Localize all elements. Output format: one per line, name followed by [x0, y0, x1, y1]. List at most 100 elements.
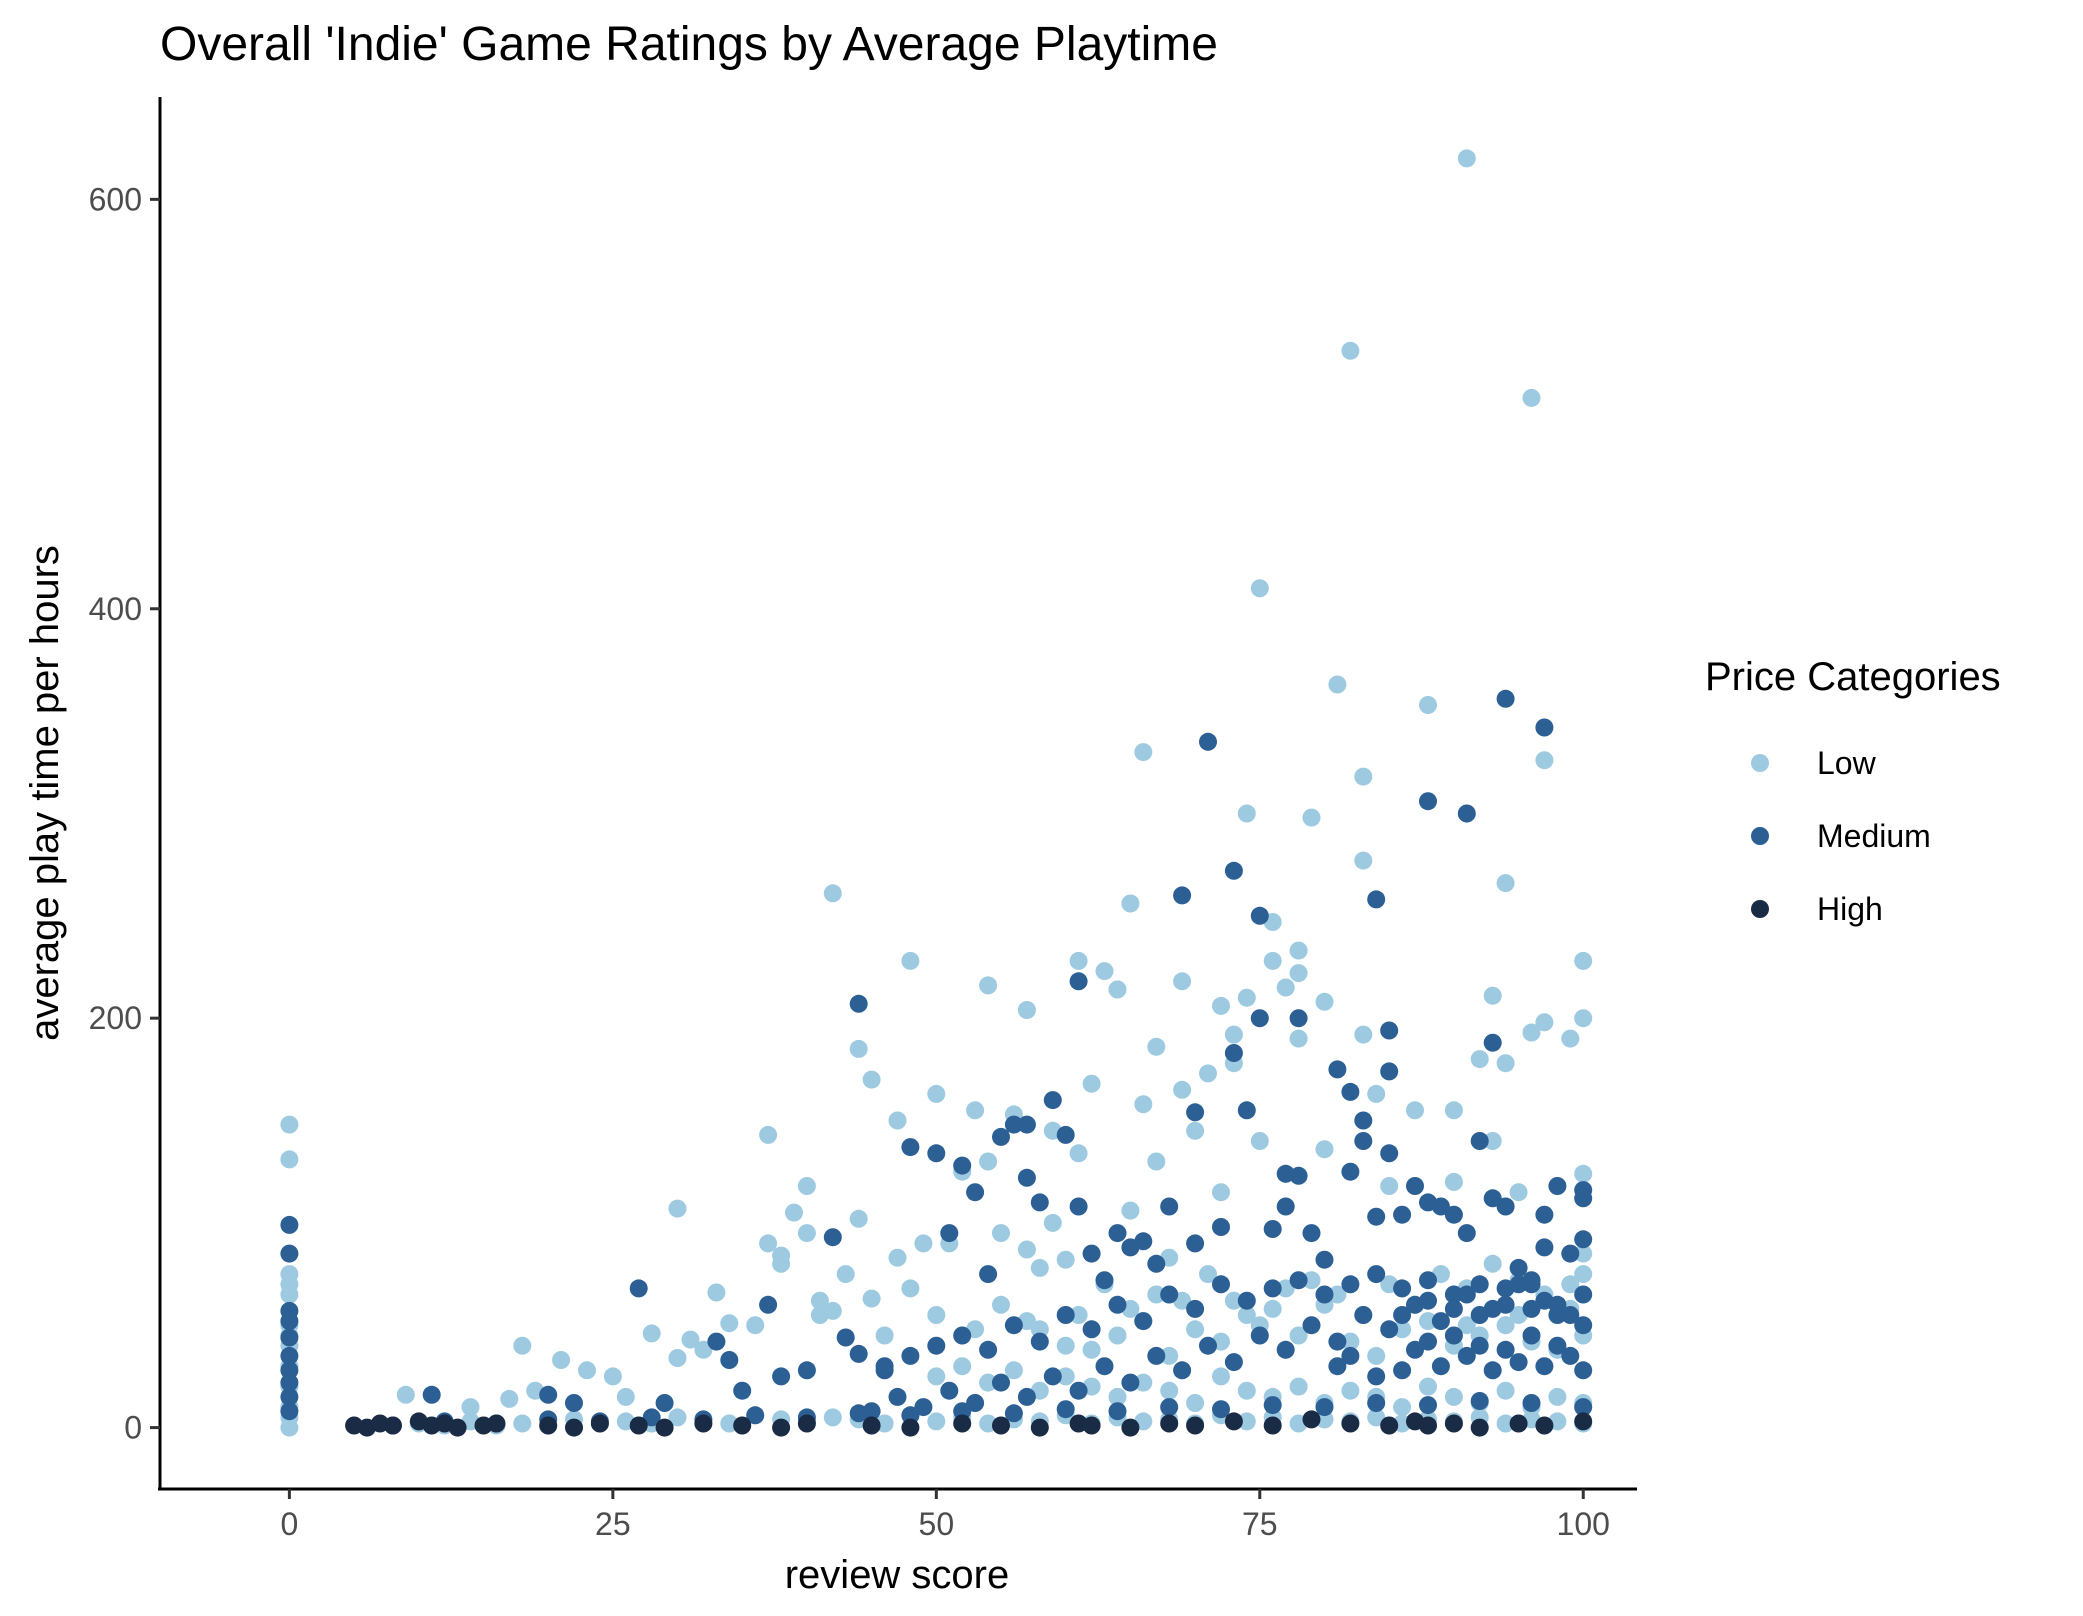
point-medium-167 [1004, 1404, 1023, 1423]
point-medium-192 [1522, 1326, 1541, 1345]
point-high-19 [862, 1416, 881, 1435]
point-high-11 [565, 1418, 583, 1437]
point-medium-52 [1212, 1218, 1230, 1236]
point-medium-82 [1457, 1224, 1476, 1243]
point-low-114 [1483, 1132, 1502, 1150]
point-low-157 [1108, 1387, 1127, 1406]
point-low-123 [1574, 951, 1593, 970]
y-tick-label-2: 400 [89, 591, 142, 627]
point-medium-41 [1082, 1244, 1101, 1263]
point-low-218 [1496, 1414, 1515, 1433]
point-low-45 [862, 1289, 881, 1308]
point-medium-29 [953, 1156, 972, 1175]
point-low-97 [1302, 808, 1321, 827]
point-medium-190 [1496, 1340, 1515, 1359]
point-medium-125 [1561, 1306, 1580, 1324]
point-medium-55 [1237, 1101, 1256, 1120]
point-low-42 [849, 1209, 868, 1228]
point-low-116 [1496, 1054, 1515, 1073]
point-low-192 [823, 1408, 842, 1427]
point-low-174 [1548, 1387, 1567, 1406]
point-medium-135 [1082, 1320, 1101, 1339]
point-medium-13 [629, 1279, 648, 1298]
point-medium-38 [1056, 1125, 1075, 1144]
point-medium-170 [1160, 1398, 1179, 1417]
point-low-81 [1186, 1121, 1205, 1140]
point-high-33 [1380, 1416, 1399, 1435]
x-tick-label-2: 50 [919, 1506, 955, 1542]
point-low-82 [1199, 1064, 1217, 1083]
point-low-235 [1483, 1254, 1502, 1273]
point-medium-88 [1509, 1258, 1528, 1277]
point-low-71 [1108, 980, 1127, 999]
point-high-26 [1121, 1418, 1140, 1437]
point-medium-39 [1069, 972, 1088, 991]
point-medium-50 [1186, 1234, 1205, 1253]
point-medium-178 [1574, 1398, 1593, 1417]
point-low-13 [396, 1385, 415, 1404]
point-low-43 [849, 1039, 868, 1058]
point-medium-137 [1134, 1312, 1153, 1331]
point-high-25 [1082, 1416, 1101, 1435]
y-tick-label-0: 0 [124, 1410, 142, 1446]
point-low-76 [1147, 1037, 1166, 1056]
point-low-39 [823, 884, 842, 903]
point-medium-67 [1341, 1162, 1360, 1181]
point-low-48 [888, 1111, 907, 1130]
point-high-35 [1419, 1416, 1437, 1435]
point-medium-75 [1393, 1205, 1412, 1224]
point-low-150 [927, 1367, 946, 1386]
point-medium-22 [836, 1328, 855, 1347]
point-medium-23 [849, 1344, 868, 1363]
point-medium-54 [1224, 1044, 1243, 1062]
point-low-1 [280, 1150, 299, 1169]
point-low-119 [1522, 1023, 1541, 1042]
point-medium-30 [966, 1183, 985, 1202]
point-low-122 [1561, 1029, 1580, 1048]
point-high-13 [629, 1416, 648, 1435]
point-medium-4 [280, 1328, 299, 1347]
point-medium-140 [1212, 1275, 1230, 1294]
point-medium-160 [642, 1408, 661, 1427]
point-low-40 [823, 1301, 842, 1320]
point-low-28 [720, 1314, 739, 1333]
point-medium-51 [1199, 732, 1217, 751]
points-layer [280, 149, 1593, 1437]
point-low-130 [1082, 1340, 1101, 1359]
point-medium-56 [1250, 906, 1269, 925]
point-low-131 [1108, 1326, 1127, 1345]
point-low-223 [1069, 1306, 1088, 1324]
point-low-164 [1289, 1377, 1308, 1396]
point-low-21 [616, 1387, 635, 1406]
point-high-18 [797, 1414, 816, 1433]
point-low-22 [642, 1324, 661, 1343]
point-medium-103 [992, 1373, 1010, 1392]
point-low-152 [979, 1373, 998, 1392]
point-medium-194 [1548, 1336, 1567, 1355]
point-medium-168 [1056, 1400, 1075, 1419]
point-medium-183 [1406, 1340, 1424, 1359]
point-medium-138 [1160, 1285, 1179, 1304]
point-low-186 [668, 1408, 687, 1427]
point-high-21 [953, 1414, 972, 1433]
point-high-31 [1302, 1410, 1321, 1429]
point-medium-9 [280, 1402, 299, 1421]
point-medium-111 [1199, 1336, 1217, 1355]
point-low-136 [1237, 1306, 1256, 1324]
point-medium-129 [927, 1336, 946, 1355]
point-medium-189 [1483, 1361, 1502, 1380]
point-medium-150 [1470, 1275, 1489, 1294]
point-low-57 [979, 976, 998, 995]
point-medium-81 [1457, 804, 1476, 823]
point-medium-107 [1095, 1357, 1114, 1376]
point-low-107 [1406, 1101, 1424, 1120]
point-low-83 [1212, 996, 1230, 1015]
point-low-104 [1354, 1025, 1373, 1044]
point-medium-6 [280, 1361, 299, 1380]
point-low-226 [1199, 1265, 1217, 1284]
point-low-65 [1043, 1213, 1062, 1232]
point-low-208 [1237, 1412, 1256, 1431]
x-tick-label-4: 100 [1557, 1506, 1610, 1542]
point-low-19 [578, 1361, 596, 1380]
point-low-100 [1328, 675, 1347, 694]
